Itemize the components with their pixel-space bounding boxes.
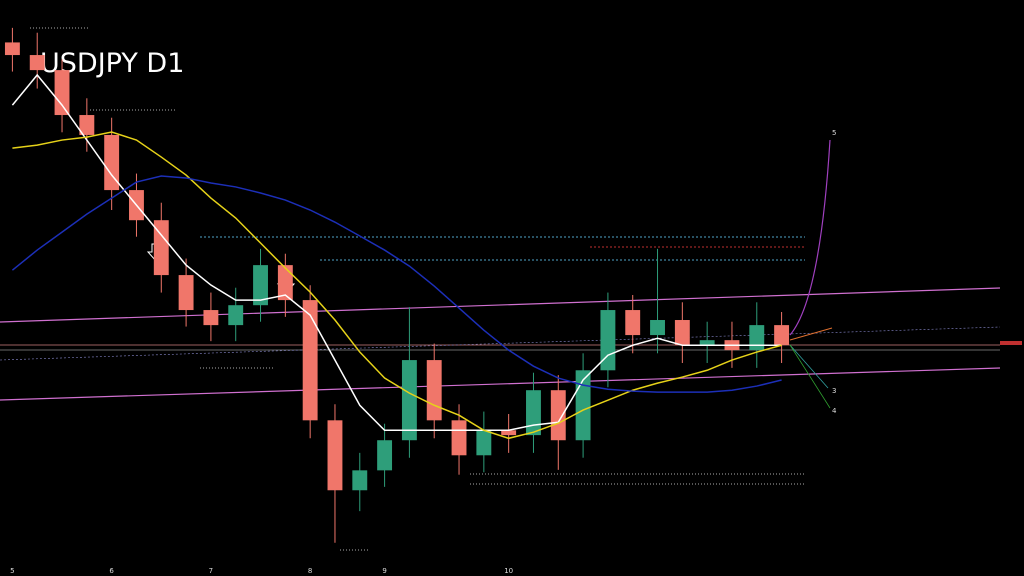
candle-body (327, 420, 343, 491)
candle-body (774, 325, 790, 346)
candle-body (203, 310, 219, 326)
moving-average-line (12, 131, 782, 440)
moving-average-line (11, 175, 782, 393)
candle-body (476, 430, 492, 456)
wave-label: 4 (832, 407, 837, 415)
candle-body (277, 265, 293, 301)
wave-label: 5 (832, 129, 836, 137)
candle-body (600, 310, 616, 371)
candle-body (749, 325, 765, 351)
candle-body (650, 320, 665, 336)
x-tick-label: 5 (10, 567, 14, 575)
candle-body (29, 55, 45, 71)
x-tick-label: 10 (504, 567, 513, 575)
candle-body (451, 420, 467, 456)
candle-body (352, 470, 368, 491)
candle-body (153, 220, 169, 276)
candle-body (674, 320, 690, 346)
x-tick-label: 7 (209, 567, 213, 575)
candle-body (501, 430, 517, 436)
candle-body (401, 360, 417, 441)
candle-body (426, 360, 442, 421)
candle-body (104, 134, 120, 191)
candle-body (54, 70, 70, 116)
candle-body (625, 310, 641, 336)
candle-body (302, 300, 318, 421)
candle-body (79, 115, 95, 135)
x-tick-label: 8 (308, 567, 312, 575)
x-tick-label: 6 (109, 567, 114, 575)
candle-body (4, 42, 20, 56)
candle-body (253, 265, 268, 306)
candle-body (178, 275, 194, 311)
candle-body (228, 305, 244, 326)
x-tick-label: 9 (382, 567, 386, 575)
candle-body (699, 340, 715, 346)
candle-body (377, 440, 393, 471)
candle-body (526, 390, 541, 436)
moving-average-line (11, 73, 782, 432)
wave-label: 3 (832, 387, 836, 395)
candle-body (550, 390, 566, 441)
